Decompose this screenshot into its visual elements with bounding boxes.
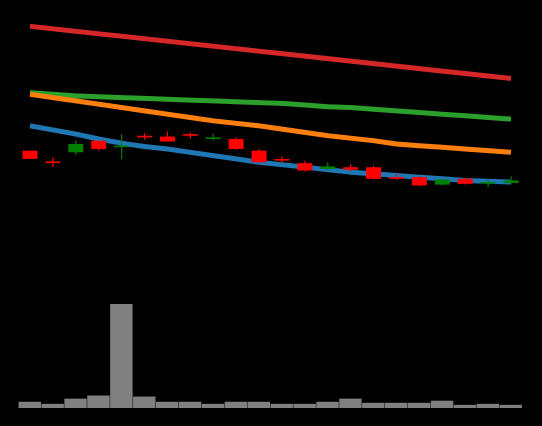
candle-10 [228, 137, 244, 150]
candle-body [205, 137, 221, 140]
volume-bar-7 [155, 401, 179, 408]
candle-2 [45, 157, 61, 168]
candle-body [503, 180, 519, 183]
candle-4 [91, 140, 107, 151]
volume-bar-17 [385, 402, 408, 408]
candle-8 [182, 132, 198, 140]
volume-bar-20 [453, 404, 477, 408]
series-line-2 [29, 90, 512, 122]
candle-body [45, 161, 61, 164]
candle-body [434, 179, 450, 185]
candle-body [22, 150, 38, 159]
volume-bar-12 [270, 403, 293, 408]
candle-16 [366, 165, 382, 180]
candle-14 [320, 162, 336, 171]
candle-body [68, 144, 84, 153]
candle-18 [411, 176, 427, 187]
volume-bars [18, 304, 522, 408]
volume-bar-8 [178, 401, 202, 408]
candle-body [137, 135, 153, 138]
candle-body [182, 134, 198, 136]
volume-bar-11 [247, 401, 270, 408]
volume-bar-3 [64, 398, 87, 408]
candle-11 [251, 148, 267, 164]
volume-bar-19 [430, 400, 454, 408]
candle-body [480, 182, 496, 184]
candle-5 [114, 134, 130, 159]
candle-6 [137, 133, 153, 140]
candle-15 [343, 163, 359, 172]
volume-bar-18 [407, 402, 431, 408]
volume-bar-10 [224, 401, 248, 408]
candle-body [228, 139, 244, 149]
candle-17 [388, 173, 404, 180]
volume-bar-16 [362, 402, 385, 408]
candle-body [91, 140, 107, 149]
volume-bar-4 [87, 395, 110, 408]
candle-7 [159, 131, 175, 142]
candles [22, 131, 519, 188]
candle-body [366, 167, 382, 179]
series-line-1 [29, 23, 512, 81]
series-line-4 [29, 123, 512, 185]
volume-bar-6 [133, 396, 156, 408]
candle-19 [434, 178, 450, 186]
candle-12 [274, 156, 290, 164]
volume-bar-21 [476, 403, 500, 408]
volume-bar-1 [18, 401, 41, 408]
series-line-3 [29, 91, 512, 155]
candle-body [297, 163, 313, 171]
volume-bar-15 [339, 398, 362, 408]
candle-body [274, 158, 290, 161]
candle-body [388, 177, 404, 179]
candle-body [457, 178, 473, 184]
candle-body [159, 136, 175, 142]
candle-body [114, 145, 130, 148]
candle-body [411, 177, 427, 186]
candle-body [343, 167, 359, 170]
volume-bar-2 [41, 403, 64, 408]
volume-bar-13 [293, 403, 316, 408]
candle-3 [68, 140, 84, 155]
volume-bar-14 [316, 401, 339, 408]
candle-21 [480, 179, 496, 188]
candle-20 [457, 178, 473, 185]
candle-13 [297, 160, 313, 172]
volume-bar-22 [499, 404, 522, 408]
candle-body [251, 150, 267, 163]
volume-bar-5 [110, 304, 133, 408]
trend-lines [29, 23, 512, 185]
volume-bar-9 [201, 403, 225, 408]
candle-9 [205, 134, 221, 141]
candle-22 [503, 176, 519, 184]
candle-body [320, 166, 336, 169]
candle-1 [22, 150, 38, 159]
